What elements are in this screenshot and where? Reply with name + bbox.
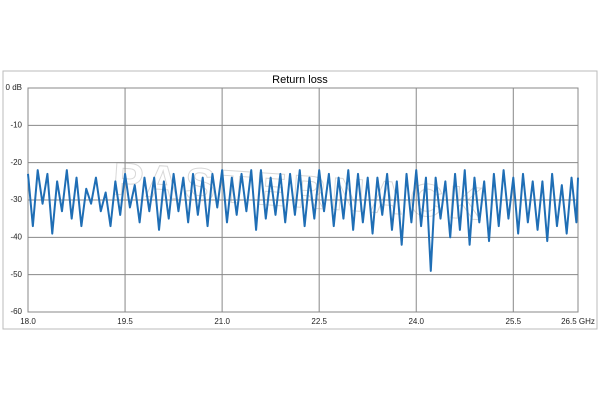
x-tick-label: 24.0 (408, 317, 424, 326)
y-tick-label: -10 (10, 120, 22, 129)
x-tick-label: 26.5 GHz (561, 317, 595, 326)
y-tick-label: -30 (10, 195, 22, 204)
y-tick-label: 0 dB (6, 83, 22, 92)
y-tick-label: -20 (10, 158, 22, 167)
x-tick-label: 25.5 (506, 317, 522, 326)
y-tick-label: -40 (10, 232, 22, 241)
x-tick-label: 22.5 (311, 317, 327, 326)
chart-title: Return loss (272, 74, 328, 86)
x-tick-label: 18.0 (20, 317, 36, 326)
x-tick-label: 19.5 (117, 317, 133, 326)
y-tick-label: -50 (10, 270, 22, 279)
y-tick-label: -60 (10, 307, 22, 316)
x-tick-label: 21.0 (214, 317, 230, 326)
line-series (27, 169, 579, 272)
